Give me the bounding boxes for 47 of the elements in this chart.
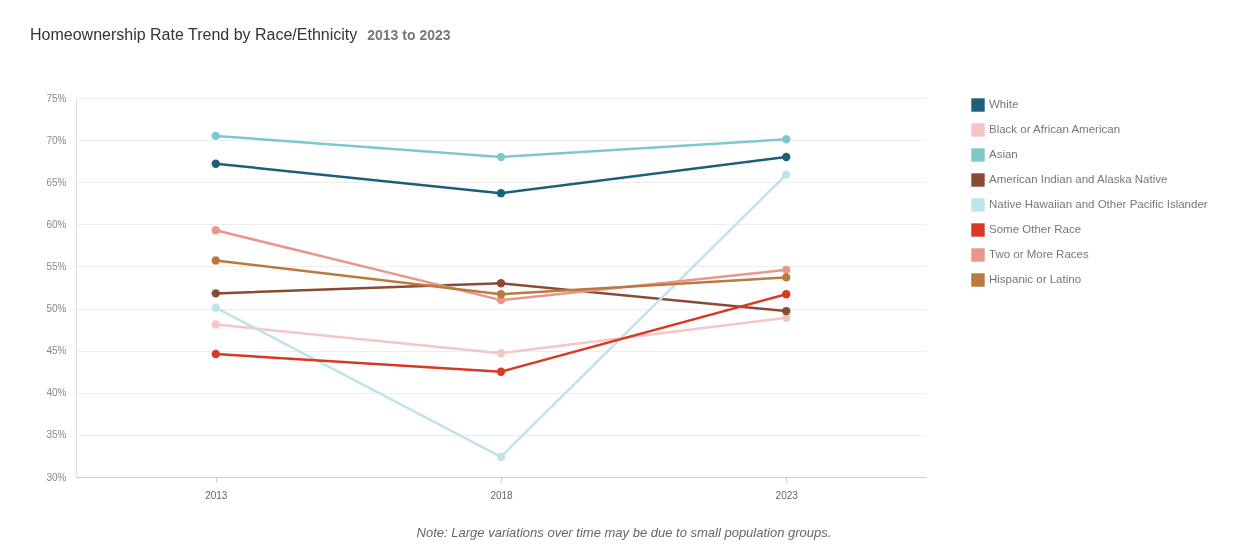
- y-tick-label: 35%: [46, 429, 67, 441]
- point: [211, 289, 220, 298]
- x-tick-label: 2013: [205, 489, 228, 501]
- point: [211, 159, 220, 168]
- point: [211, 226, 220, 235]
- point: [496, 290, 506, 299]
- point: [782, 306, 791, 316]
- legend-label: Two or More Races: [989, 248, 1089, 260]
- text: Note: Large variations over time may be due to small population groups.: [415, 525, 833, 540]
- y-tick-label: 60%: [46, 218, 67, 230]
- y-tick-label: 40%: [46, 387, 67, 399]
- y-tick-label: 70%: [46, 134, 67, 146]
- chart-title: Homeownership Rate Trend by Race/Ethnicity: [30, 26, 358, 43]
- point: [782, 313, 791, 322]
- point: [496, 279, 506, 288]
- x-tick-label: 2023: [775, 489, 799, 501]
- point: [782, 135, 791, 144]
- point: [211, 320, 220, 329]
- y-tick-label: 65%: [46, 176, 67, 188]
- point: [211, 131, 220, 141]
- point: [782, 152, 791, 162]
- legend-label: Some Other Race: [989, 223, 1082, 235]
- point: [211, 256, 220, 265]
- legend-label: White: [989, 98, 1019, 110]
- y-tick-label: 55%: [46, 260, 67, 272]
- point: [496, 349, 506, 358]
- point: [782, 265, 791, 274]
- point: [496, 452, 506, 461]
- point: [211, 349, 220, 359]
- legend-label: American Indian and Alaska Native: [989, 173, 1168, 185]
- point: [496, 367, 506, 376]
- y-tick-label: 75%: [46, 92, 67, 104]
- x-tick-label: 2018: [490, 489, 514, 501]
- chart-subtitle: 2013 to 2023: [367, 27, 451, 43]
- point: [782, 273, 791, 282]
- legend-label: Black or African American: [989, 123, 1121, 135]
- legend-label: Native Hawaiian and Other Pacific Islander: [989, 198, 1208, 210]
- legend-label: Hispanic or Latino: [989, 273, 1082, 285]
- point: [496, 152, 506, 162]
- point: [782, 170, 791, 179]
- y-tick-label: 50%: [46, 303, 67, 315]
- legend-label: Asian: [989, 148, 1018, 160]
- y-tick-label: 45%: [46, 345, 67, 357]
- y-tick-label: 30%: [46, 471, 67, 483]
- point: [496, 189, 506, 198]
- point: [211, 303, 220, 312]
- point: [782, 290, 791, 299]
